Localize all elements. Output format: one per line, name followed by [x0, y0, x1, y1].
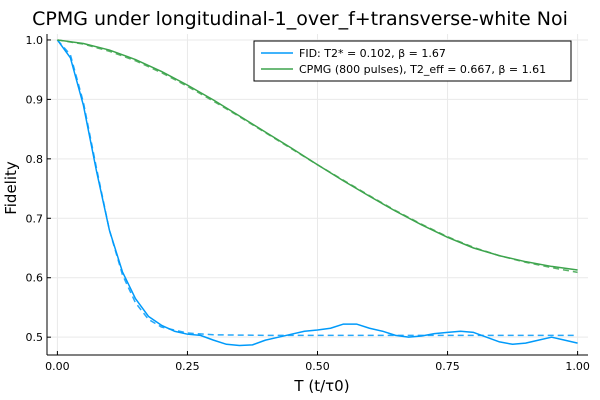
x-tick-label-0: 0.00	[45, 360, 70, 373]
x-tick-label-3: 0.75	[435, 360, 460, 373]
legend-label-cpmg: CPMG (800 pulses), T2_eff = 0.667, β = 1…	[299, 63, 546, 76]
legend-label-fid: FID: T2* = 0.102, β = 1.67	[299, 47, 446, 60]
x-tick-label-4: 1.00	[565, 360, 590, 373]
chart-title: CPMG under longitudinal-1_over_f+transve…	[32, 8, 568, 30]
y-tick-label-5: 1.0	[26, 34, 44, 47]
y-tick-label-2: 0.7	[26, 212, 44, 225]
grid	[47, 34, 588, 355]
x-tick-label-1: 0.25	[175, 360, 200, 373]
series-line-0	[56, 39, 578, 347]
x-axis-label: T (t/τ0)	[293, 377, 349, 395]
legend: FID: T2* = 0.102, β = 1.67 CPMG (800 pul…	[253, 40, 572, 82]
series-line-1	[56, 39, 578, 337]
tick-labels: 0.00 0.25 0.50 0.75 1.00 0.5 0.6 0.7 0.8 0.9 1.0	[26, 34, 590, 373]
series-line-3	[57, 39, 578, 274]
y-tick-label-1: 0.6	[26, 272, 44, 285]
axes	[46, 34, 588, 356]
y-tick-label-4: 0.9	[26, 93, 44, 106]
y-axis-label: Fidelity	[2, 161, 20, 215]
y-tick-label-3: 0.8	[26, 153, 44, 166]
x-tick-label-2: 0.50	[305, 360, 330, 373]
series-layer	[56, 39, 578, 347]
legend-box	[253, 40, 572, 82]
y-tick-label-0: 0.5	[26, 331, 44, 344]
